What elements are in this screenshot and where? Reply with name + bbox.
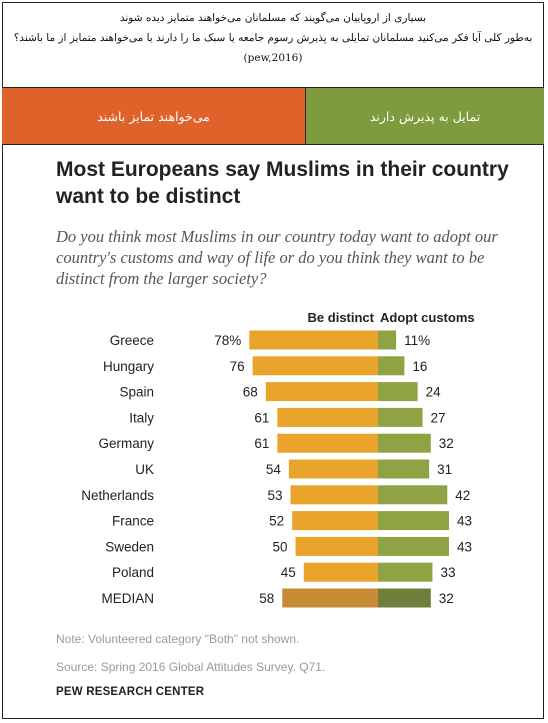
bar-be-distinct: [292, 511, 378, 531]
bar-be-distinct: [303, 562, 378, 582]
bar-adopt-customs: [378, 407, 423, 427]
value-label-adopt-customs: 27: [431, 410, 446, 425]
bar-be-distinct: [277, 433, 378, 453]
header-line-1: بسیاری از اروپاییان می‌گویند که مسلمانان…: [119, 12, 427, 24]
bar-adopt-customs: [378, 511, 449, 531]
category-label: Netherlands: [81, 488, 154, 503]
value-label-be-distinct: 52: [269, 514, 284, 529]
bar-be-distinct: [290, 485, 378, 505]
value-label-be-distinct: 53: [268, 488, 283, 503]
value-label-be-distinct: 45: [281, 565, 296, 580]
value-label-adopt-customs: 43: [457, 514, 472, 529]
category-label: MEDIAN: [101, 591, 154, 606]
header-citation: (pew,2016): [243, 52, 303, 64]
bar-be-distinct: [265, 382, 378, 402]
value-label-be-distinct: 76: [230, 359, 245, 374]
chart-subtitle: Do you think most Muslims in our country…: [56, 227, 498, 288]
bar-adopt-customs: [378, 433, 431, 453]
bar-adopt-customs: [378, 356, 405, 376]
value-label-adopt-customs: 24: [426, 385, 442, 400]
value-label-adopt-customs: 43: [457, 539, 472, 554]
value-label-adopt-customs: 11%: [404, 333, 430, 348]
value-label-adopt-customs: 31: [437, 462, 452, 477]
category-label: Spain: [119, 385, 154, 400]
category-label: Hungary: [103, 359, 154, 374]
value-label-be-distinct: 61: [254, 436, 269, 451]
category-label: Sweden: [105, 539, 154, 554]
category-label: Poland: [112, 565, 154, 580]
band-distinct: می‌خواهند تمایز باشند: [2, 88, 306, 145]
bar-chart: Be distinct Adopt customs Greece 78% 11% Hung…: [81, 310, 475, 608]
chart-source: Source: Spring 2016 Global Attitudes Sur…: [56, 660, 326, 674]
pew-brand: PEW RESEARCH CENTER: [56, 686, 205, 698]
bar-be-distinct: [249, 330, 378, 350]
chart-note: Note: Volunteered category "Both" not sh…: [56, 632, 300, 646]
value-label-be-distinct: 61: [254, 410, 269, 425]
category-label: France: [112, 514, 154, 529]
bar-be-distinct: [277, 407, 378, 427]
value-label-adopt-customs: 32: [439, 436, 454, 451]
category-label: UK: [135, 462, 154, 477]
value-label-be-distinct: 54: [266, 462, 282, 477]
value-label-adopt-customs: 32: [439, 591, 454, 606]
bar-be-distinct: [295, 536, 378, 556]
bar-adopt-customs: [378, 330, 397, 350]
legend-adopt-customs: Adopt customs: [380, 310, 475, 325]
category-label: Italy: [129, 410, 154, 425]
bar-adopt-customs: [378, 485, 448, 505]
value-label-adopt-customs: 33: [440, 565, 455, 580]
category-label: Germany: [98, 436, 154, 451]
value-label-adopt-customs: 16: [412, 359, 427, 374]
value-label-adopt-customs: 42: [455, 488, 470, 503]
category-label: Greece: [110, 333, 154, 348]
value-label-be-distinct: 78%: [214, 333, 241, 348]
band-adopt: تمایل به پذیرش دارند: [306, 88, 544, 145]
bar-be-distinct: [282, 588, 378, 608]
value-label-be-distinct: 50: [272, 539, 287, 554]
bar-be-distinct: [252, 356, 378, 376]
value-label-be-distinct: 58: [259, 591, 274, 606]
chart-title: Most Europeans say Muslims in their coun…: [56, 158, 509, 208]
bar-adopt-customs: [378, 562, 433, 582]
bar-adopt-customs: [378, 588, 431, 608]
persian-header: بسیاری از اروپاییان می‌گویند که مسلمانان…: [2, 2, 544, 88]
bar-adopt-customs: [378, 459, 430, 479]
bar-adopt-customs: [378, 382, 418, 402]
header-line-2: به‌طور کلی آیا فکر می‌کنید مسلمانان تمای…: [13, 32, 533, 44]
value-label-be-distinct: 68: [243, 385, 258, 400]
bar-adopt-customs: [378, 536, 449, 556]
bar-be-distinct: [288, 459, 378, 479]
legend-be-distinct: Be distinct: [308, 310, 375, 325]
